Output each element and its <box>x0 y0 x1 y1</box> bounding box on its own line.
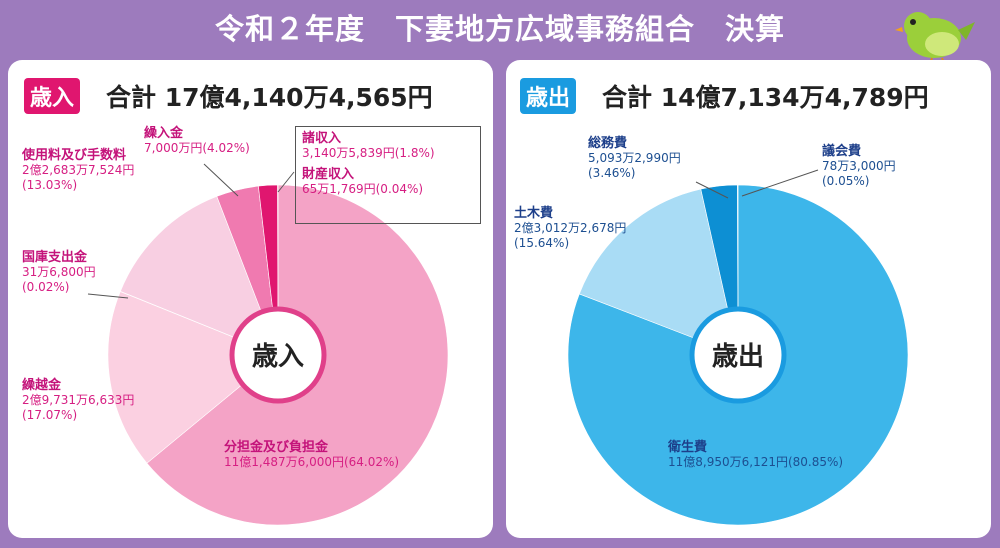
label-name: 使用料及び手数料 <box>22 148 127 163</box>
label-gikaihi: 議会費 78万3,000円 (0.05%) <box>822 144 896 189</box>
pie-slice-使用料及び手数料 <box>119 196 279 356</box>
leader-line <box>741 169 819 197</box>
label-box-misc: 諸収入 3,140万5,839円(1.8%) 財産収入 65万1,769円(0.… <box>295 126 481 224</box>
label-amount: 3,140万5,839円(1.8%) <box>302 146 435 160</box>
label-kurireikin: 繰入金 7,000万円(4.02%) <box>144 126 250 156</box>
revenue-pie-chart: 歳入 <box>87 163 449 526</box>
pie-center-label: 歳出 <box>712 342 764 372</box>
page-title: 令和２年度 下妻地方広域事務組合 決算 <box>214 12 785 46</box>
label-amount: 31万6,800円 <box>22 265 96 279</box>
label-name: 総務費 <box>588 136 628 151</box>
label-amount: 78万3,000円 <box>822 159 896 173</box>
label-name: 諸収入 <box>302 131 342 146</box>
label-percent: (0.02%) <box>22 280 70 294</box>
label-name: 議会費 <box>822 144 862 159</box>
revenue-total: 合計 17億4,140万4,565円 <box>106 83 433 112</box>
label-amount: 11億1,487万6,000円(64.02%) <box>224 455 400 469</box>
label-amount: 2億2,683万7,524円 <box>22 163 135 177</box>
label-percent: (17.07%) <box>22 408 78 422</box>
label-name: 土木費 <box>514 206 554 221</box>
label-name: 分担金及び負担金 <box>224 440 329 455</box>
leader-line <box>203 163 239 197</box>
label-name: 繰越金 <box>22 378 62 393</box>
expenditure-pie-chart: 歳出 <box>567 169 909 526</box>
label-percent: (13.03%) <box>22 178 78 192</box>
label-amount: 11億8,950万6,121円(80.85%) <box>668 455 844 469</box>
label-name: 衛生費 <box>668 440 708 455</box>
label-amount: 2億9,731万6,633円 <box>22 393 135 407</box>
pie-slice-土木費 <box>578 188 739 356</box>
revenue-panel: 歳入 歳入 合計 17億4,140万4,565円 繰入金 7,000万円(4.0… <box>8 60 493 538</box>
pie-slice-繰越金 <box>107 291 279 464</box>
label-kurikoshi: 繰越金 2億9,731万6,633円 (17.07%) <box>22 378 134 423</box>
label-eiseihi: 衛生費 11億8,950万6,121円(80.85%) <box>668 440 843 470</box>
label-buntankin: 分担金及び負担金 11億1,487万6,000円(64.02%) <box>224 440 399 470</box>
label-name: 財産収入 <box>302 167 355 182</box>
revenue-badge: 歳入 <box>24 78 81 114</box>
label-amount: 5,093万2,990円 <box>588 151 681 165</box>
leader-line <box>277 171 295 193</box>
expenditure-badge: 歳出 <box>520 78 577 114</box>
leader-line <box>87 293 129 299</box>
label-percent: (3.46%) <box>588 166 636 180</box>
expenditure-total: 合計 14億7,134万4,789円 <box>602 83 929 112</box>
pie-center-circle <box>689 306 787 404</box>
label-amount: 65万1,769円(0.04%) <box>302 182 424 196</box>
pie-center-label: 歳入 <box>252 342 304 372</box>
label-somuhi: 総務費 5,093万2,990円 (3.46%) <box>588 136 681 181</box>
label-name: 繰入金 <box>144 126 184 141</box>
pie-slice-衛生費 <box>567 184 909 526</box>
label-amount: 2億3,012万2,678円 <box>514 221 627 235</box>
pie-center-circle <box>229 306 327 404</box>
label-percent: (0.05%) <box>822 174 870 188</box>
label-name: 国庫支出金 <box>22 250 88 265</box>
label-kokko: 国庫支出金 31万6,800円 (0.02%) <box>22 250 96 295</box>
label-dobokuhi: 土木費 2億3,012万2,678円 (15.64%) <box>514 206 626 251</box>
label-shiyoryo: 使用料及び手数料 2億2,683万7,524円 (13.03%) <box>22 148 134 193</box>
expenditure-panel: 歳出 歳出 合計 14億7,134万4,789円 総務費 5,093万2,990… <box>506 60 991 538</box>
label-percent: (15.64%) <box>514 236 570 250</box>
label-amount: 7,000万円(4.02%) <box>144 141 250 155</box>
leader-line <box>695 181 729 199</box>
